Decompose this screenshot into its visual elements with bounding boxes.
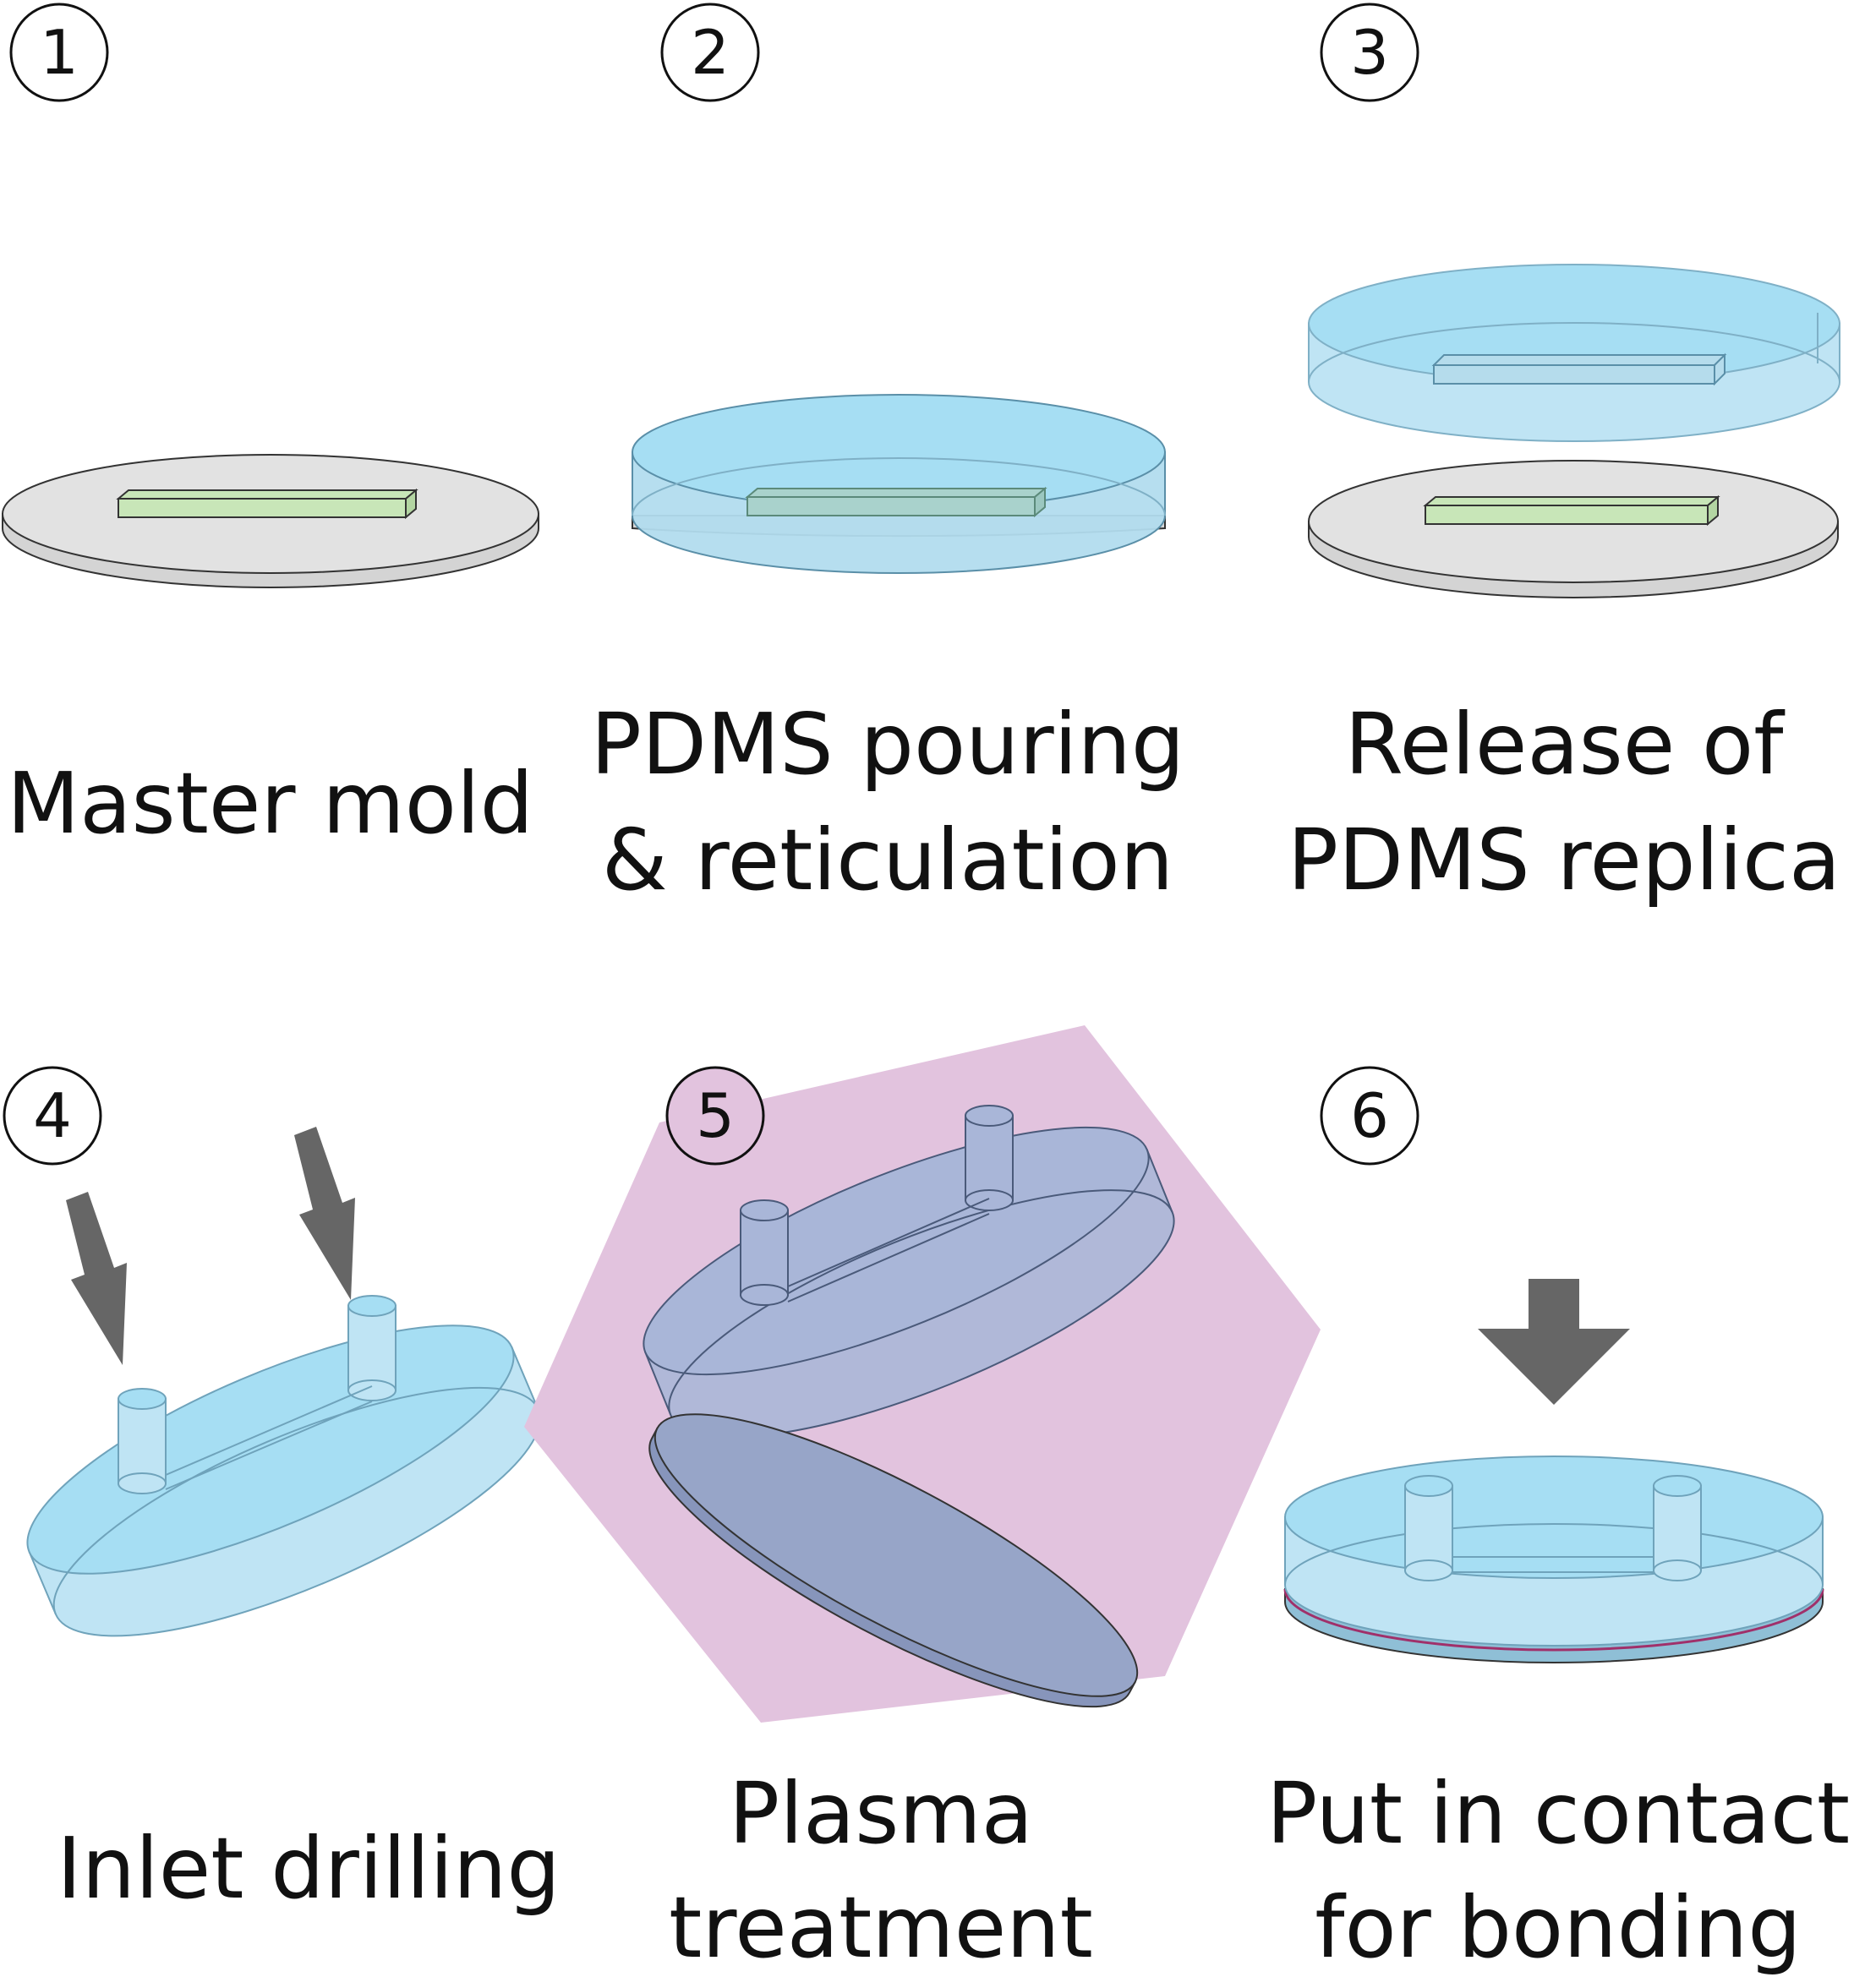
step-5-label-line-1: Plasma <box>729 1764 1033 1863</box>
step-6-number: 6 <box>1350 1080 1389 1151</box>
treated-glass-slide <box>648 1413 1139 1708</box>
channel-mold <box>745 486 1047 518</box>
outlet-hole <box>965 1105 1014 1211</box>
step-4-number: 4 <box>33 1080 72 1151</box>
replica-channel-imprint <box>1431 352 1727 386</box>
step-1-number: 1 <box>40 17 79 88</box>
step-1-label-line-1: Master mold <box>7 754 533 853</box>
pdms-layer <box>632 394 1166 574</box>
step-5-label-line-2: treatment <box>669 1878 1093 1977</box>
inlet-hole <box>118 1388 167 1494</box>
drill-arrow-left <box>66 1192 127 1365</box>
outlet-hole <box>1653 1475 1702 1581</box>
wafer-disc <box>1 454 539 588</box>
drill-arrow-right <box>294 1127 355 1300</box>
step-6-label-line-2: for bonding <box>1315 1878 1801 1977</box>
step-5-number: 5 <box>696 1080 735 1151</box>
step-6: 6 Put in contact for <box>1266 1066 1850 1977</box>
step-2: 2 PDMS pouring & reticulation <box>591 3 1185 909</box>
bonded-channel <box>1404 1475 1702 1581</box>
wafer-disc <box>1308 460 1839 598</box>
step-2-label-line-2: & reticulation <box>602 811 1173 909</box>
step-4-label-line-1: Inlet drilling <box>57 1819 561 1918</box>
step-2-label-line-1: PDMS pouring <box>591 695 1185 794</box>
step-6-number-badge: 6 <box>1320 1066 1419 1166</box>
step-3-label-line-2: PDMS replica <box>1288 811 1841 909</box>
channel-mold <box>116 488 418 520</box>
pdms-replica <box>1308 264 1840 442</box>
treated-pdms-block <box>643 1105 1175 1439</box>
press-arrow <box>1478 1279 1630 1405</box>
step-2-number-badge: 2 <box>660 3 760 102</box>
step-3-number: 3 <box>1350 17 1389 88</box>
step-5: 5 <box>524 1025 1321 1977</box>
step-3: 3 Release of PDMS replica <box>1288 3 1841 909</box>
step-1: 1 Master mold <box>1 3 539 853</box>
step-3-number-badge: 3 <box>1320 3 1419 102</box>
step-4-number-badge: 4 <box>3 1066 102 1166</box>
inlet-hole <box>1404 1475 1453 1581</box>
step-3-label-line-1: Release of <box>1345 695 1786 794</box>
step-2-number: 2 <box>691 17 730 88</box>
inlet-hole <box>740 1199 789 1306</box>
step-5-number-badge: 5 <box>665 1066 765 1166</box>
step-1-number-badge: 1 <box>9 3 109 102</box>
step-4: 4 Inlet dr <box>3 1066 561 1918</box>
step-6-label-line-1: Put in contact <box>1266 1764 1850 1863</box>
channel-mold <box>1423 494 1720 527</box>
bonded-pdms-block <box>1284 1456 1824 1647</box>
drilled-pdms-block <box>26 1295 541 1637</box>
outlet-hole <box>347 1295 397 1401</box>
